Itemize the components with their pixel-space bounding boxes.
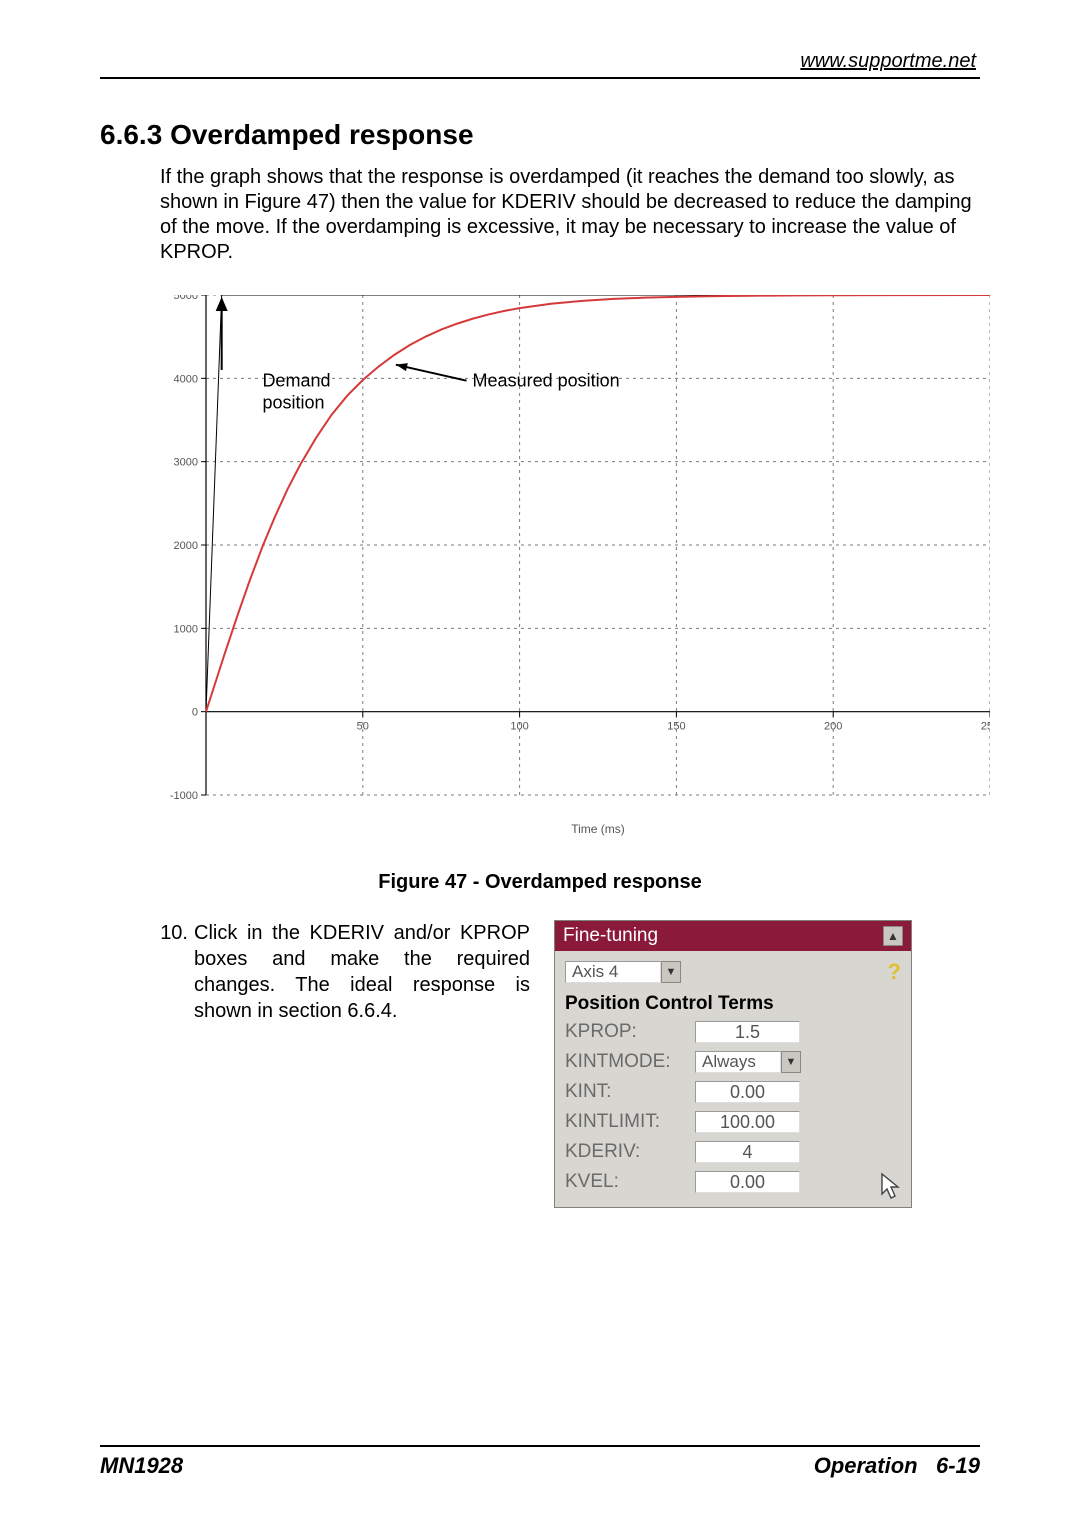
param-input[interactable]: 0.00 — [695, 1171, 800, 1193]
scroll-up-button[interactable]: ▲ — [883, 926, 903, 946]
footer-chapter: Operation — [814, 1453, 918, 1478]
svg-text:Measured position: Measured position — [473, 371, 620, 391]
panel-titlebar: Fine-tuning ▲ — [555, 921, 911, 951]
svg-text:-1000: -1000 — [170, 790, 198, 802]
param-row: KVEL:0.00 — [565, 1167, 901, 1197]
param-row: KINTLIMIT:100.00 — [565, 1107, 901, 1137]
bottom-rule — [100, 1445, 980, 1447]
panel-section-label: Position Control Terms — [565, 993, 901, 1015]
step-body: Click in the KDERIV and/or KPROP boxes a… — [194, 920, 530, 1208]
fine-tuning-panel: Fine-tuning ▲ Axis 4 ▼ ? Position Contro… — [554, 920, 912, 1208]
document-page: www.supportme.net 6.6.3 Overdamped respo… — [0, 0, 1080, 1529]
svg-text:position: position — [262, 393, 324, 413]
response-chart: -1000 0 1000 2000 3000 4000 5000 50 100 150 200 250… — [160, 295, 990, 855]
param-select[interactable]: Always▼ — [695, 1051, 801, 1073]
svg-text:50: 50 — [357, 721, 369, 733]
step-text: 10. Click in the KDERIV and/or KPROP box… — [160, 920, 530, 1208]
param-label: KVEL: — [565, 1171, 695, 1193]
page-footer: MN1928 Operation 6-19 — [100, 1445, 980, 1479]
panel-rows: KPROP:1.5KINTMODE:Always▼KINT:0.00KINTLI… — [565, 1017, 901, 1197]
svg-text:200: 200 — [824, 721, 842, 733]
section-heading: 6.6.3 Overdamped response — [100, 119, 980, 151]
header-url: www.supportme.net — [100, 50, 980, 73]
param-row: KINTMODE:Always▼ — [565, 1047, 901, 1077]
param-input[interactable]: 0.00 — [695, 1081, 800, 1103]
panel-title: Fine-tuning — [563, 925, 658, 947]
param-input[interactable]: 4 — [695, 1141, 800, 1163]
figure-caption: Figure 47 - Overdamped response — [100, 871, 980, 894]
dropdown-arrow-icon[interactable]: ▼ — [661, 961, 681, 983]
step-row: 10. Click in the KDERIV and/or KPROP box… — [160, 920, 980, 1208]
param-select-value: Always — [695, 1051, 781, 1073]
svg-text:100: 100 — [510, 721, 528, 733]
svg-text:4000: 4000 — [174, 373, 198, 385]
section-title-text: Overdamped response — [170, 119, 473, 150]
param-input[interactable]: 1.5 — [695, 1021, 800, 1043]
section-number: 6.6.3 — [100, 119, 162, 150]
svg-text:5000: 5000 — [174, 295, 198, 302]
footer-row: MN1928 Operation 6-19 — [100, 1453, 980, 1479]
help-icon[interactable]: ? — [888, 959, 901, 985]
param-label: KINTLIMIT: — [565, 1111, 695, 1133]
svg-text:1000: 1000 — [174, 623, 198, 635]
chart-svg: -1000 0 1000 2000 3000 4000 5000 50 100 150 200 250… — [160, 295, 990, 855]
footer-page: 6-19 — [936, 1453, 980, 1478]
svg-text:2000: 2000 — [174, 540, 198, 552]
panel-body: Axis 4 ▼ ? Position Control Terms KPROP:… — [555, 951, 911, 1207]
param-label: KINT: — [565, 1081, 695, 1103]
top-rule — [100, 77, 980, 79]
param-input[interactable]: 100.00 — [695, 1111, 800, 1133]
svg-text:250: 250 — [981, 721, 990, 733]
param-row: KDERIV:4 — [565, 1137, 901, 1167]
param-row: KINT:0.00 — [565, 1077, 901, 1107]
svg-text:3000: 3000 — [174, 457, 198, 469]
dropdown-arrow-icon[interactable]: ▼ — [781, 1051, 801, 1073]
param-label: KINTMODE: — [565, 1051, 695, 1073]
axis-select[interactable]: Axis 4 ▼ — [565, 961, 681, 983]
param-row: KPROP:1.5 — [565, 1017, 901, 1047]
param-label: KDERIV: — [565, 1141, 695, 1163]
svg-text:0: 0 — [192, 707, 198, 719]
cursor-icon — [878, 1172, 904, 1202]
section-body: If the graph shows that the response is … — [160, 165, 980, 265]
svg-text:Demand: Demand — [262, 371, 330, 391]
axis-row: Axis 4 ▼ ? — [565, 957, 901, 987]
axis-select-value: Axis 4 — [565, 961, 661, 983]
footer-right: Operation 6-19 — [814, 1453, 980, 1479]
footer-doc-id: MN1928 — [100, 1453, 183, 1479]
svg-text:Time (ms): Time (ms) — [571, 822, 625, 836]
svg-text:150: 150 — [667, 721, 685, 733]
param-label: KPROP: — [565, 1021, 695, 1043]
step-number: 10. — [160, 920, 194, 1208]
